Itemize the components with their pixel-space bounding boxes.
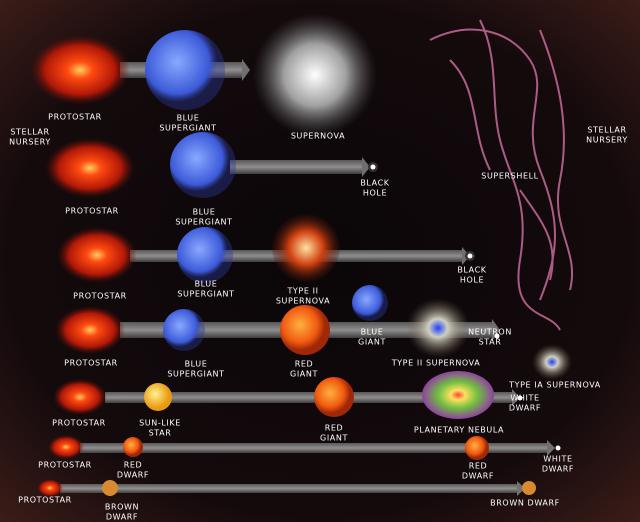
label: GIANT <box>358 338 386 347</box>
label: PLANETARY NEBULA <box>414 426 504 435</box>
label: WHITE <box>510 394 539 403</box>
arrow-head <box>492 319 500 341</box>
protostar <box>45 138 135 198</box>
label: RED <box>469 462 488 471</box>
label: DWARF <box>117 471 149 480</box>
label: RED <box>295 360 314 369</box>
label: RED <box>124 461 143 470</box>
red-star <box>280 305 330 355</box>
compact-star <box>494 333 500 339</box>
label: TYPE II <box>286 287 318 296</box>
compact-star <box>555 445 561 451</box>
label: BLUE <box>185 360 208 369</box>
brown-dwarf <box>102 480 118 496</box>
blue-star <box>170 132 236 198</box>
label: HOLE <box>460 276 484 285</box>
label: STAR <box>149 429 172 438</box>
label: SUN-LIKE <box>139 419 181 428</box>
label: SUPERGIANT <box>167 370 224 379</box>
protostar <box>55 306 125 354</box>
label: DWARF <box>509 404 541 413</box>
labels: PROTOSTAR BLUESUPERGIANTSUPERNOVASTELLARN… <box>9 113 628 522</box>
type-ii-supernova <box>272 214 340 282</box>
label: DWARF <box>462 472 494 481</box>
label: BLACK <box>360 179 389 188</box>
planetary-nebula <box>422 371 494 419</box>
red-star <box>314 377 354 417</box>
label: BLUE <box>177 114 200 123</box>
arrow-bar <box>60 484 517 493</box>
label: STAR <box>479 338 502 347</box>
arrow-head <box>547 440 555 456</box>
label: PROTOSTAR <box>38 461 92 470</box>
label: BROWN <box>105 503 139 512</box>
black-hole <box>370 164 376 170</box>
black-hole <box>467 253 473 259</box>
label: RED <box>325 424 344 433</box>
label: NURSERY <box>9 138 51 147</box>
stars <box>30 13 572 497</box>
label: TYPE II SUPERNOVA <box>391 359 481 368</box>
protostar <box>48 435 84 459</box>
label: BLACK <box>457 266 486 275</box>
label: SUPERNOVA <box>291 132 345 141</box>
label: PROTOSTAR <box>52 419 106 428</box>
label: STELLAR <box>10 128 49 137</box>
blue-star <box>352 285 388 321</box>
label: BLUE <box>361 328 384 337</box>
label: DWARF <box>542 465 574 474</box>
blue-star <box>177 227 233 283</box>
supernova <box>253 13 377 137</box>
label: GIANT <box>320 434 348 443</box>
label: SUPERGIANT <box>175 218 232 227</box>
arrow-head <box>242 59 250 81</box>
brown-dwarf <box>522 481 536 495</box>
label: HOLE <box>363 189 387 198</box>
arrow-head <box>362 157 370 177</box>
label: WHITE <box>543 455 572 464</box>
type-ii-supernova <box>406 298 470 358</box>
label: PROTOSTAR <box>48 113 102 122</box>
protostar <box>37 479 63 497</box>
label: SUPERGIANT <box>177 290 234 299</box>
label: BLUE <box>195 280 218 289</box>
blue-star <box>145 30 225 110</box>
label: GIANT <box>290 370 318 379</box>
label: BROWN DWARF <box>490 499 560 508</box>
supershell <box>429 19 574 331</box>
blue-star <box>163 309 205 351</box>
sun-like-star <box>144 383 172 411</box>
arrow-bar <box>80 443 547 453</box>
label: NEUTRON <box>468 328 512 337</box>
protostar <box>53 379 107 415</box>
label: TYPE IA SUPERNOVA <box>508 381 601 390</box>
protostar <box>30 35 130 105</box>
compact-star <box>517 395 523 401</box>
label: PROTOSTAR <box>65 207 119 216</box>
protostar <box>57 227 137 283</box>
label: SUPERNOVA <box>276 297 330 306</box>
arrow-bar <box>105 392 512 403</box>
label: PROTOSTAR <box>64 359 118 368</box>
type-ia-supernova <box>532 344 572 380</box>
label: BLUE <box>193 208 216 217</box>
label: SUPERGIANT <box>159 124 216 133</box>
red-star <box>123 437 143 457</box>
label: SUPERSHELL <box>481 172 538 181</box>
arrow-head <box>517 481 525 496</box>
label: PROTOSTAR <box>73 292 127 301</box>
label: NURSERY <box>586 136 628 145</box>
arrow-head <box>512 389 520 406</box>
red-star <box>465 436 489 460</box>
label: DWARF <box>106 513 138 522</box>
label: PROTOSTAR <box>18 496 72 505</box>
label: STELLAR <box>587 126 626 135</box>
arrow-bar <box>230 160 362 174</box>
